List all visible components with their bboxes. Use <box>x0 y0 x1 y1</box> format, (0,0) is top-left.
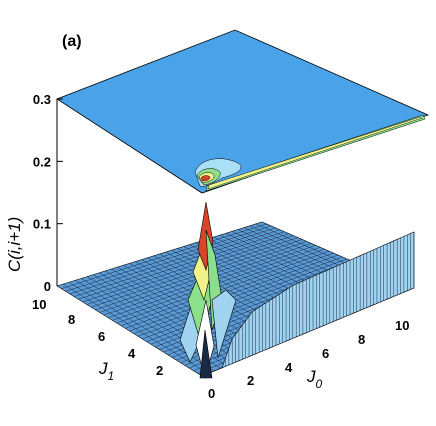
mesh-line <box>137 258 348 337</box>
z-tick-label: 0.3 <box>33 92 51 107</box>
mesh-line <box>142 260 352 340</box>
mesh-line <box>129 254 339 332</box>
y-axis-label: J1 <box>98 359 114 383</box>
z-ticks: 0 0.1 0.2 0.3 <box>33 92 63 294</box>
x-tick-10: 10 <box>395 318 409 333</box>
ridge-surface <box>211 231 415 373</box>
y-tick-4: 4 <box>128 346 136 361</box>
contour-band-yellow <box>207 116 423 190</box>
y-axis-label-main: J <box>98 359 108 378</box>
contour-plane <box>56 29 430 194</box>
x-tick-2: 2 <box>247 373 254 388</box>
peak <box>179 201 237 380</box>
x-tick-0: 0 <box>208 386 215 401</box>
x-axis-label: J0 <box>306 367 323 391</box>
peak-dark-front <box>199 329 213 379</box>
z-tick-label: 0.1 <box>33 217 51 232</box>
mesh-line <box>133 256 343 334</box>
y-tick-2: 2 <box>156 363 163 378</box>
x-tick-4: 4 <box>285 360 293 375</box>
peak-light-right <box>211 289 237 359</box>
x-axis-label-sub: 0 <box>316 377 323 391</box>
z-tick-label: 0.2 <box>33 154 51 169</box>
x-axis-ticks: 0 2 4 6 8 10 <box>208 318 409 401</box>
contour-blob-red <box>200 175 211 182</box>
panel-label: (a) <box>62 33 82 50</box>
z-tick-label: 0 <box>44 279 51 294</box>
y-axis-ticks: 10 8 6 4 2 <box>32 297 163 378</box>
x-axis-label-main: J <box>306 367 316 386</box>
y-axis-label-sub: 1 <box>108 369 115 383</box>
y-tick-8: 8 <box>68 312 75 327</box>
z-axis-label: C(i,i+1) <box>5 217 24 272</box>
x-tick-6: 6 <box>322 346 329 361</box>
y-tick-10: 10 <box>32 297 46 312</box>
y-tick-6: 6 <box>98 329 105 344</box>
x-tick-8: 8 <box>358 332 365 347</box>
